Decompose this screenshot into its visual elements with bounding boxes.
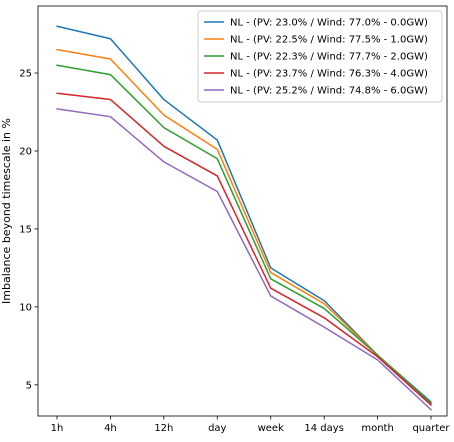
legend-label: NL - (PV: 23.7% / Wind: 76.3% - 4.0GW) (230, 69, 428, 80)
series-lines (56, 25, 432, 411)
x-tick-label: month (361, 423, 393, 434)
legend-label: NL - (PV: 23.0% / Wind: 77.0% - 0.0GW) (230, 18, 428, 29)
series-line-5 (56, 108, 432, 411)
y-axis-ticks: 5 10 15 20 25 (19, 69, 38, 391)
y-tick-label: 20 (19, 146, 32, 157)
legend-label: NL - (PV: 22.5% / Wind: 77.5% - 1.0GW) (230, 35, 428, 46)
series-line-4 (56, 92, 432, 406)
x-axis-ticks: 1h 4h 12h day week 14 days month quarter (51, 416, 450, 434)
y-tick-label: 10 (19, 302, 32, 313)
x-tick-label: day (208, 423, 226, 434)
x-tick-label: 14 days (304, 423, 344, 434)
legend-frame (197, 10, 443, 103)
x-tick-label: week (258, 423, 284, 434)
legend-label: NL - (PV: 25.2% / Wind: 74.8% - 6.0GW) (230, 86, 428, 97)
x-tick-label: 1h (51, 423, 64, 434)
y-axis-label: Imbalance beyond timescale in % (0, 118, 13, 304)
x-tick-label: 12h (154, 423, 173, 434)
legend: NL - (PV: 23.0% / Wind: 77.0% - 0.0GW) NL… (197, 10, 443, 103)
series-line-3 (56, 64, 432, 405)
y-tick-label: 15 (19, 224, 32, 235)
y-tick-label: 25 (19, 69, 32, 80)
y-tick-label: 5 (26, 380, 32, 391)
x-tick-label: 4h (104, 423, 117, 434)
x-tick-label: quarter (412, 423, 450, 434)
axes (37, 5, 448, 417)
axes-frame (37, 5, 448, 417)
legend-label: NL - (PV: 22.3% / Wind: 77.7% - 2.0GW) (230, 52, 428, 63)
